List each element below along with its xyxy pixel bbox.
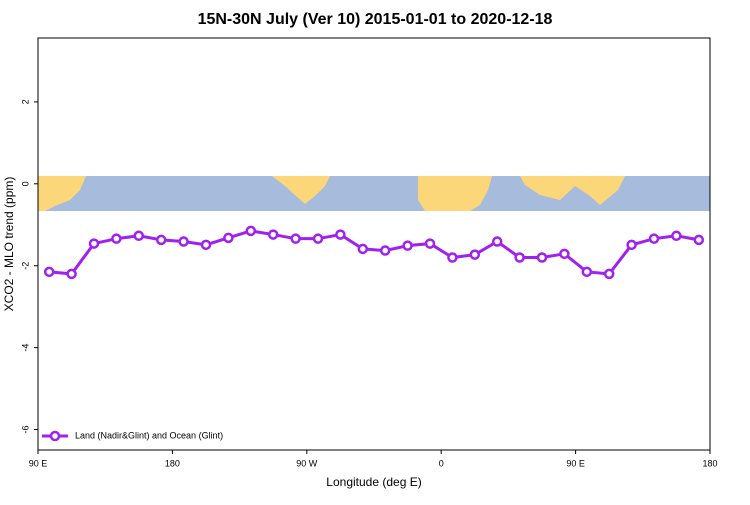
point <box>335 229 346 240</box>
point <box>267 229 279 240</box>
y-tick-label: 2 <box>20 99 30 104</box>
x-tick-label: 0 <box>439 458 444 468</box>
legend-label: Land (Nadir&Glint) and Ocean (Glint) <box>75 430 223 440</box>
legend-marker <box>49 430 61 442</box>
point <box>447 252 458 263</box>
y-tick-label: 0 <box>20 181 30 186</box>
x-tick-label: 90 E <box>566 458 585 468</box>
x-tick-label: 180 <box>165 458 180 468</box>
point <box>245 225 257 237</box>
point <box>200 239 212 251</box>
point <box>312 233 324 244</box>
x-axis-label: Longitude (deg E) <box>326 475 421 489</box>
point <box>559 248 570 260</box>
point <box>155 234 167 246</box>
point <box>402 240 413 251</box>
point <box>424 238 436 249</box>
point <box>536 252 548 263</box>
x-tick-label: 90 W <box>296 458 318 468</box>
plot-frame <box>37 37 711 451</box>
point <box>379 245 391 256</box>
point <box>290 233 301 244</box>
point <box>66 268 77 280</box>
point <box>491 236 503 247</box>
x-tick-label: 180 <box>702 458 717 468</box>
point <box>671 230 682 242</box>
point <box>648 233 660 244</box>
point <box>133 230 145 242</box>
point <box>88 238 100 249</box>
point <box>626 239 637 251</box>
y-tick-label: -4 <box>20 344 30 352</box>
point <box>178 236 189 247</box>
point <box>603 268 615 280</box>
point <box>693 234 705 246</box>
series-line <box>49 229 700 276</box>
point <box>111 233 122 244</box>
point <box>581 266 593 278</box>
point <box>357 243 369 255</box>
point <box>223 232 234 244</box>
x-tick-label: 90 E <box>29 458 48 468</box>
map-band <box>38 176 710 211</box>
y-tick-label: -2 <box>20 262 30 270</box>
point <box>43 266 55 278</box>
y-axis-label: XCO2 - MLO trend (ppm) <box>2 177 16 312</box>
chart-title: 15N-30N July (Ver 10) 2015-01-01 to 2020… <box>198 11 553 28</box>
point <box>514 252 525 263</box>
point <box>469 249 481 260</box>
y-tick-label: -6 <box>20 426 30 434</box>
